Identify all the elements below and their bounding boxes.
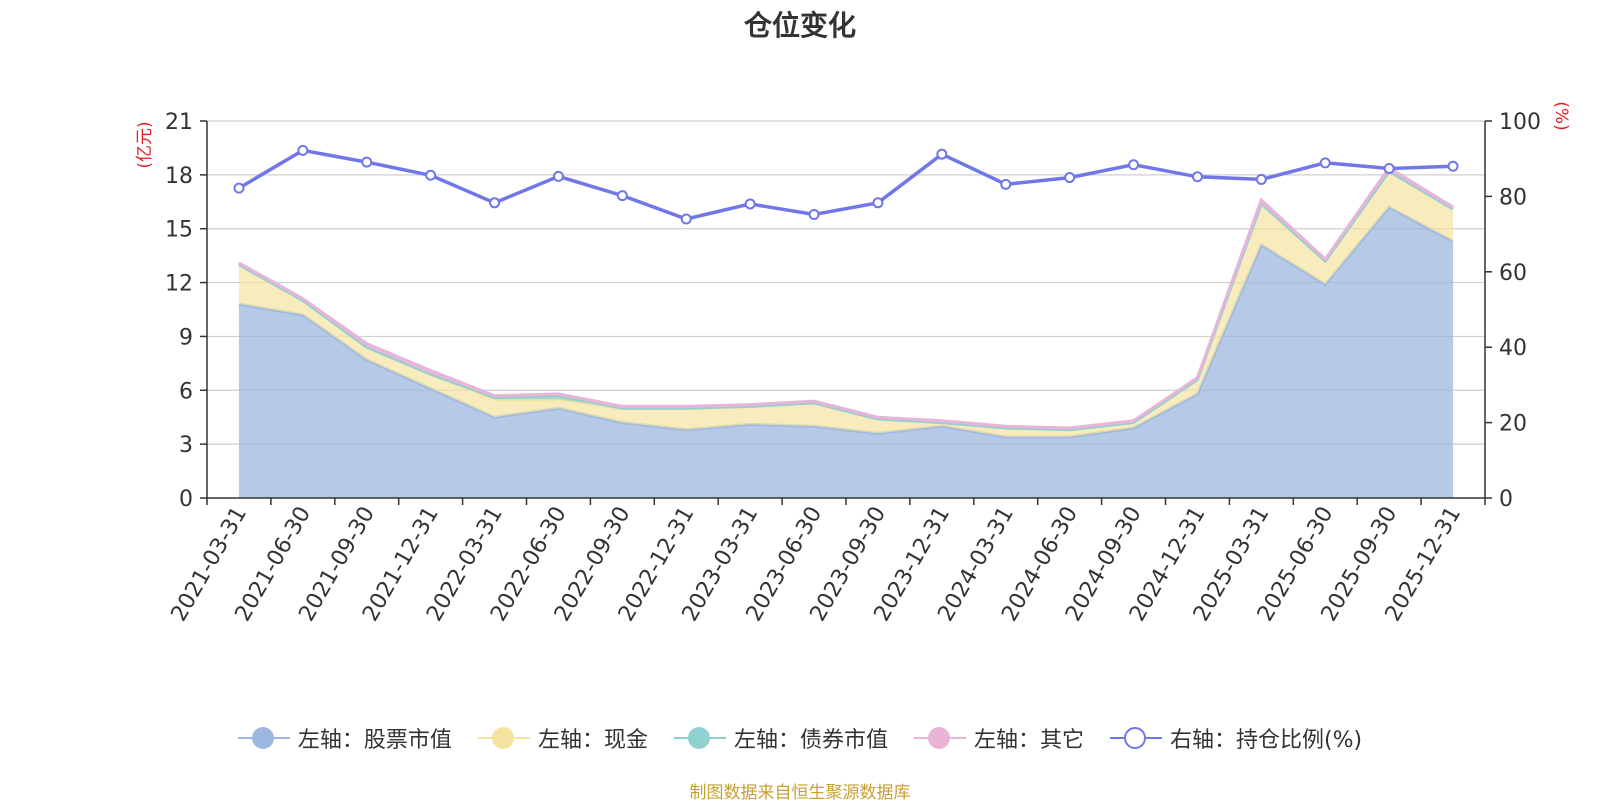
stacked-areas: [238, 165, 1454, 498]
left-tick-label-12: 12: [165, 272, 193, 297]
legend-label-cash: 左轴：现金: [537, 728, 648, 753]
ratio-point-4: [489, 197, 501, 209]
legend-label-bond: 左轴：债券市值: [733, 728, 888, 753]
legend-label-stock: 左轴：股票市值: [297, 728, 452, 753]
ratio-point-1: [297, 144, 309, 156]
source-note: 制图数据来自恒生聚源数据库: [689, 783, 911, 803]
ratio-point-15: [1191, 171, 1203, 183]
left-axis-unit-label: (亿元): [135, 121, 155, 168]
legend-label-other: 左轴：其它: [973, 728, 1084, 753]
legend: 左轴：股票市值 左轴：现金 左轴：债券市值 左轴：其它 右轴：持仓比例(%): [0, 722, 1600, 754]
left-tick-label-0: 0: [179, 487, 193, 512]
ratio-point-7: [680, 213, 692, 225]
ratio-point-3: [425, 169, 437, 181]
ratio-point-12: [1000, 178, 1012, 190]
ratio-point-2: [361, 156, 373, 168]
ratio-point-17: [1319, 157, 1331, 169]
ratio-point-8: [744, 198, 756, 210]
ratio-point-5: [552, 170, 564, 182]
legend-item-ratio[interactable]: 右轴：持仓比例(%): [1109, 722, 1363, 754]
ratio-line-series: [233, 144, 1459, 225]
legend-item-stock[interactable]: 左轴：股票市值: [237, 722, 452, 754]
right-axis-unit-label: (%): [1551, 101, 1571, 130]
ratio-point-6: [616, 190, 628, 202]
right-tick-label-40: 40: [1499, 336, 1527, 361]
legend-symbol-bond: [673, 725, 726, 751]
legend-symbol-ratio: [1109, 725, 1162, 751]
ratio-point-0: [233, 182, 245, 194]
left-tick-label-9: 9: [179, 325, 193, 350]
ratio-point-14: [1128, 159, 1140, 171]
ratio-point-9: [808, 208, 820, 220]
right-tick-label-100: 100: [1499, 110, 1541, 135]
left-tick-label-6: 6: [179, 379, 193, 404]
right-tick-label-20: 20: [1499, 412, 1527, 437]
left-tick-label-21: 21: [165, 110, 193, 135]
right-tick-label-60: 60: [1499, 261, 1527, 286]
ratio-point-19: [1447, 160, 1459, 172]
ratio-point-16: [1255, 173, 1267, 185]
ratio-point-11: [936, 148, 948, 160]
area-series-0: [238, 207, 1453, 498]
right-tick-label-0: 0: [1499, 487, 1513, 512]
left-tick-label-3: 3: [179, 433, 193, 458]
legend-symbol-other: [913, 725, 966, 751]
ratio-point-18: [1383, 163, 1395, 175]
legend-symbol-stock: [237, 725, 290, 751]
ratio-point-13: [1064, 172, 1076, 184]
left-tick-label-15: 15: [165, 218, 193, 243]
legend-item-cash[interactable]: 左轴：现金: [477, 722, 648, 754]
left-tick-label-18: 18: [165, 164, 193, 189]
right-tick-label-80: 80: [1499, 185, 1527, 210]
legend-item-other[interactable]: 左轴：其它: [913, 722, 1084, 754]
legend-label-ratio: 右轴：持仓比例(%): [1169, 728, 1363, 753]
area-line-series-3: [238, 165, 1454, 430]
chart-title: 仓位变化: [743, 9, 856, 42]
ratio-line: [238, 148, 1454, 221]
ratio-point-10: [872, 197, 884, 209]
legend-symbol-cash: [477, 725, 530, 751]
legend-item-bond[interactable]: 左轴：债券市值: [673, 722, 888, 754]
